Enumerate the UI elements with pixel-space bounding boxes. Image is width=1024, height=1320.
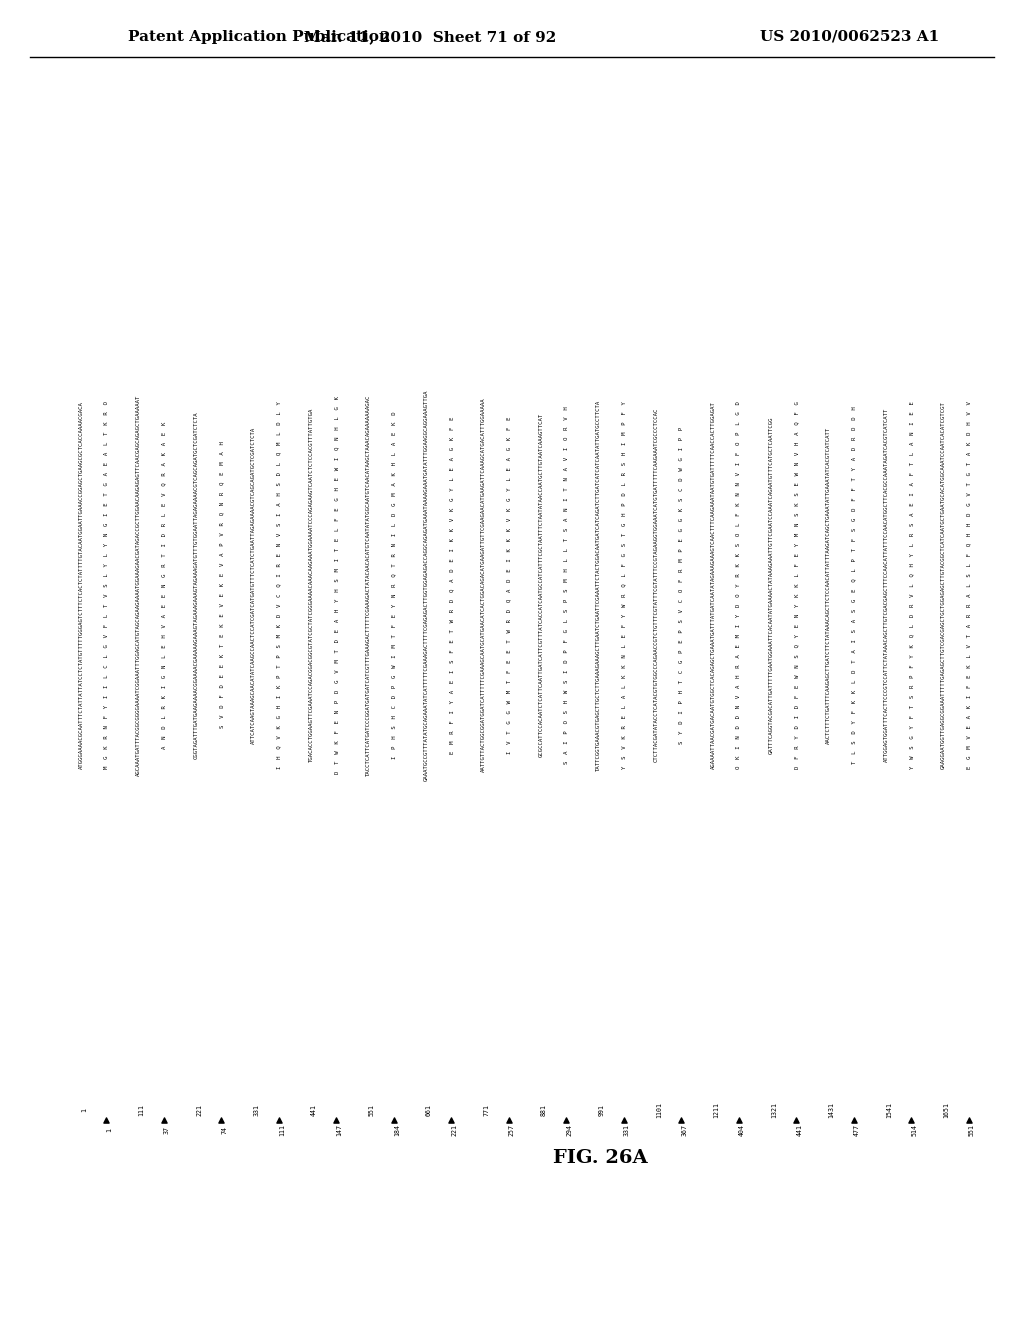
Text: 771: 771 (483, 1104, 489, 1115)
Text: T  L  S  D  Y  F  K  K  L  D  T  A  I  S  A  S  G  E  Q  L  P  T  F  S  G  D  F : T L S D Y F K K L D T A I S A S G E Q L … (851, 407, 856, 764)
Text: GCGCCATTCCACAATCTCATTCAATTGATCATTCGTTTATCACCATCAATGCCATCATTTCGCTAATTTCTAATATAACC: GCGCCATTCCACAATCTCATTCAATTGATCATTCGTTTAT… (539, 413, 544, 758)
Text: ATGGGAAAACGCAATTTCTATTATTATCCTCTATGTTTTTGGGAGTCTTTCTCACTCTATTTTGTACAATGGAATTGAAA: ATGGGAAAACGCAATTTCTATTATTATCCTCTATGTTTTT… (79, 401, 84, 770)
Text: 1651: 1651 (943, 1102, 949, 1118)
Text: M  G  K  R  N  F  Y  I  I  L  C  L  G  V  F  L  T  V  S  L  Y  L  Y  N  G  I  E : M G K R N F Y I I L C L G V F L T V S L … (103, 401, 109, 770)
Text: Patent Application Publication: Patent Application Publication (128, 30, 390, 44)
Point (213, 1109, 229, 1130)
Text: S  A  I  P  O  S  H  W  S  I  D  P  F  G  L  S  P  S  M  H  L  L  T  S  A  N  I : S A I P O S H W S I D P F G L S P S M H … (564, 407, 569, 764)
Point (903, 1109, 920, 1130)
Point (98, 1109, 115, 1130)
Text: 221: 221 (452, 1125, 458, 1137)
Text: 331: 331 (624, 1125, 630, 1137)
Point (443, 1109, 460, 1130)
Text: 37: 37 (164, 1126, 170, 1134)
Text: AATTGTTACTGGCGGATGGATCATTTTTCGAAAGCAATGCATGAACATCACTGGACAGACATGAAGATTGTTCGAAGAAC: AATTGTTACTGGCGGATGGATCATTTTTCGAAAGCAATGC… (481, 397, 486, 772)
Point (558, 1109, 574, 1130)
Text: 551: 551 (369, 1104, 375, 1115)
Text: 1: 1 (106, 1129, 113, 1133)
Text: 1: 1 (81, 1107, 87, 1111)
Text: 221: 221 (197, 1104, 202, 1115)
Text: GAAGGAATGGTTGAGGCGGAAATTTTTGAGAGCTTGTCGACGAGCTGCTGGAGAGCTTGTACGGCTCATCAATGCTGAAT: GAAGGAATGGTTGAGGCGGAAATTTTTGAGAGCTTGTCGA… (941, 401, 946, 770)
Point (961, 1109, 977, 1130)
Text: 477: 477 (854, 1125, 860, 1137)
Point (156, 1109, 172, 1130)
Text: 111: 111 (279, 1125, 285, 1137)
Text: ATTGGAGTGGATTTCACTTCCCGTCCATTCTATAAACAGCTTGTCGACGAGCTTTCCAACATTATTTCCAACATGGCTTC: ATTGGAGTGGATTTCACTTCCCGTCCATTCTATAAACAGC… (884, 408, 889, 762)
Text: S  Y  D  I  P  H  T  C  G  P  E  P  S  V  C  O  F  R  M  P  E  G  G  K  S  C  D : S Y D I P H T C G P E P S V C O F R M P … (679, 426, 684, 743)
Point (329, 1109, 345, 1130)
Text: AGAAAATTAACGATGACAATGTGGCTCACAGAGCTGAAATGATTTATGATCAATATAGAAAGAAAGTCAACTTTCAAGAA: AGAAAATTAACGATGACAATGTGGCTCACAGAGCTGAAAT… (711, 401, 716, 770)
Text: 991: 991 (599, 1104, 604, 1115)
Text: 551: 551 (969, 1125, 975, 1137)
Text: AACTCTTTCTGATTTCAAGAGCTTGATCTTCTATAAACAGCTTCTCCAACATTATTTAAGATCAGCTGAAATATTGAAAT: AACTCTTTCTGATTTCAAGAGCTTGATCTTCTATAAACAG… (826, 426, 831, 743)
Point (270, 1109, 287, 1130)
Point (386, 1109, 402, 1130)
Text: 441: 441 (797, 1125, 803, 1137)
Text: CTCTTACGATATACCTCATACGTGTGGCCCAGAACCGTCTGTTTCGTATTTCGTATTTCCGTAGAAGGTGGAAATCATGT: CTCTTACGATATACCTCATACGTGTGGCCCAGAACCGTCT… (653, 408, 658, 762)
Text: TGACACCTGGAAGTTCGAAATCCAGACGGACGGCGTATCGCTATCGGGAAAACAAACAAGAAATGGAAAATCCCAGAGAA: TGACACCTGGAAGTTCGAAATCCAGACGGACGGCGTATCG… (308, 408, 313, 762)
Text: Mar. 11, 2010  Sheet 71 of 92: Mar. 11, 2010 Sheet 71 of 92 (304, 30, 556, 44)
Text: Y  W  S  G  Y  F  T  S  R  P  F  Y  K  Q  L  D  R  V  L  Q  H  Y  L  R  S  A  E : Y W S G Y F T S R P F Y K Q L D R V L Q … (909, 401, 913, 770)
Text: 147: 147 (337, 1125, 342, 1137)
Text: 1541: 1541 (886, 1102, 892, 1118)
Text: 331: 331 (254, 1104, 260, 1115)
Text: CGGTAGATTTGATGAAGAAAACGGAAAACGAAAAAGAAAGTAGAAAGAAAGTAGAAAGATGTTTGTGGAATTAGAGAAAA: CGGTAGATTTGATGAAGAAAACGGAAAACGAAAAAGAAAG… (194, 412, 199, 759)
Text: 74: 74 (221, 1126, 227, 1134)
Text: 111: 111 (138, 1104, 144, 1115)
Point (501, 1109, 517, 1130)
Text: I  V  T  G  G  W  M  T  F  E  E  T  W  R  D  Q  A  D  E  I  K  K  K  V  K  G  Y : I V T G G W M T F E E T W R D Q A D E I … (507, 416, 511, 754)
Text: GAAATGCCGTTTATATGCAGAAATATCATTTTTCGAAAGACTTTTCGAGAGACTTGGTGGAGAGACCAGGCAGAGATGAA: GAAATGCCGTTTATATGCAGAAATATCATTTTTCGAAAGA… (424, 389, 429, 780)
Text: 257: 257 (509, 1125, 515, 1137)
Point (673, 1109, 689, 1130)
Text: 1211: 1211 (714, 1102, 720, 1118)
Text: AGCAAATGATTTACGGCGGGGAAAATCGGAAATTTGGAGCATGTAGCAGAAGAAAATGGAAAGAACGATAGACCGCTTGG: AGCAAATGATTTACGGCGGGGAAAATCGGAAATTTGGAGC… (136, 395, 141, 776)
Point (615, 1109, 632, 1130)
Text: 881: 881 (541, 1104, 547, 1115)
Text: O  K  I  N  D  D  N  V  A  H  R  A  E  M  I  Y  D  O  Y  R  K  K  S  O  L  F  K : O K I N D D N V A H R A E M I Y D O Y R … (736, 401, 741, 770)
Text: TATTCGGTGAAACGTGAGCTTGCTCTTGAAAGAAAGCTTGAATCTGAATTCGAAATTCTACTGGACAATGATCATCAGAT: TATTCGGTGAAACGTGAGCTTGCTCTTGAAAGAAAGCTTG… (596, 400, 601, 771)
Text: 404: 404 (739, 1125, 744, 1137)
Text: Y  S  V  K  R  E  L  A  L  K  K  N  L  E  F  Y  W  R  Q  L  F  G  S  T  G  H  P : Y S V K R E L A L K K N L E F Y W R Q L … (622, 401, 627, 770)
Text: A  N  D  L  R  K  I  G  N  L  E  H  V  A  E  E  N  G  R  T  I  D  R  L  E  V  Q : A N D L R K I G N L E H V A E E N G R T … (162, 421, 166, 748)
Text: 184: 184 (394, 1125, 400, 1137)
Point (788, 1109, 805, 1130)
Text: FIG. 26A: FIG. 26A (553, 1148, 647, 1167)
Text: E  G  M  V  E  A  K  I  F  E  K  L  V  T  A  R  R  A  L  S  L  F  Q  H  H  D  G : E G M V E A K I F E K L V T A R R A L S … (967, 401, 972, 770)
Text: 1431: 1431 (828, 1102, 835, 1118)
Text: I  P  H  S  H  C  D  P  G  W  I  M  T  F  E  Y  N  R  Q  T  R  N  I  L  D  G  M : I P H S H C D P G W I M T F E Y N R Q T … (391, 412, 396, 759)
Text: US 2010/0062523 A1: US 2010/0062523 A1 (760, 30, 939, 44)
Text: I  H  Q  V  K  G  H  I  K  P  T  P  S  M  K  D  V  C  Q  I  R  E  N  V  S  I  A : I H Q V K G H I K P T P S M K D V C Q I … (276, 401, 282, 770)
Text: S  V  D  F  D  E  E  K  T  E  K  E  V  E  K  E  V  A  P  V  R  Q  N  R  Q  E  M : S V D F D E E K T E K E V E K E V A P V … (219, 442, 224, 729)
Text: 367: 367 (681, 1125, 687, 1137)
Text: D  T  W  K  F  E  N  P  D  G  V  M  T  D  E  A  H  Y  H  S  M  I  T  E  L  F  E : D T W K F E N P D G V M T D E A H Y H S … (334, 396, 339, 774)
Text: D  F  R  Y  D  I  D  F  E  W  N  S  Q  Y  E  N  Y  K  K  L  F  E  Y  M  N  S  K : D F R Y D I D F E W N S Q Y E N Y K K L … (794, 401, 799, 770)
Text: 441: 441 (311, 1104, 317, 1115)
Text: 514: 514 (911, 1125, 918, 1137)
Text: E  M  R  F  I  Y  A  E  I  S  F  E  T  W  R  D  Q  A  D  E  I  K  K  V  K  G  Y : E M R F I Y A E I S F E T W R D Q A D E … (449, 416, 454, 754)
Text: GATTTCAGGTACGACATTGATTTTTGAATGGAAATTCACAATATGAAAACTATAAAGAAATTGTTCGAATCCAAATCAGA: GATTTCAGGTACGACATTGATTTTTGAATGGAAATTCACA… (769, 416, 773, 754)
Text: 294: 294 (566, 1125, 572, 1137)
Point (731, 1109, 748, 1130)
Point (846, 1109, 862, 1130)
Text: 1101: 1101 (656, 1102, 663, 1118)
Text: TACCTCATTCATGATCCCGGATGATGATCATCGTTTGAAAGACTTTTTCGAAAGACTATACAACACATGTCAATATATGG: TACCTCATTCATGATCCCGGATGATGATCATCGTTTGAAA… (367, 395, 371, 776)
Text: 1321: 1321 (771, 1102, 777, 1118)
Text: 661: 661 (426, 1104, 432, 1115)
Text: ATTCATCAAGTAAAGCAACATATCAAGCCAACTCCATCGATCATGATGTTTCTCATCTGAATTAGAGAAAACGTCAGCAG: ATTCATCAAGTAAAGCAACATATCAAGCCAACTCCATCGA… (251, 426, 256, 743)
